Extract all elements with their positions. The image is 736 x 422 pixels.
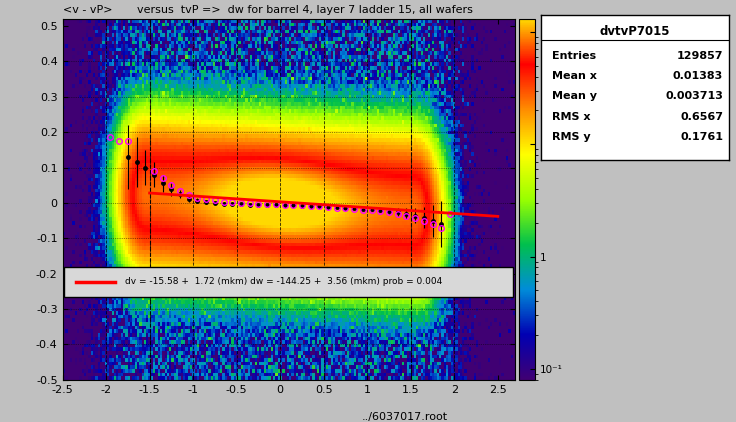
Text: 0.6567: 0.6567 bbox=[680, 112, 723, 122]
Text: RMS x: RMS x bbox=[552, 112, 591, 122]
Text: dv = -15.58 +  1.72 (mkm) dw = -144.25 +  3.56 (mkm) prob = 0.004: dv = -15.58 + 1.72 (mkm) dw = -144.25 + … bbox=[125, 277, 442, 286]
Text: Mean x: Mean x bbox=[552, 71, 597, 81]
Text: 0.003713: 0.003713 bbox=[665, 91, 723, 101]
Text: RMS y: RMS y bbox=[552, 132, 591, 142]
Text: 0.1761: 0.1761 bbox=[680, 132, 723, 142]
Text: <v - vP>       versus  tvP =>  dw for barrel 4, layer 7 ladder 15, all wafers: <v - vP> versus tvP => dw for barrel 4, … bbox=[63, 5, 473, 16]
Text: Entries: Entries bbox=[552, 51, 596, 60]
Text: dvtvP7015: dvtvP7015 bbox=[600, 25, 670, 38]
Text: 0.01383: 0.01383 bbox=[673, 71, 723, 81]
FancyBboxPatch shape bbox=[64, 267, 514, 297]
Text: 129857: 129857 bbox=[676, 51, 723, 60]
Text: Mean y: Mean y bbox=[552, 91, 597, 101]
Text: ../6037017.root: ../6037017.root bbox=[361, 412, 448, 422]
